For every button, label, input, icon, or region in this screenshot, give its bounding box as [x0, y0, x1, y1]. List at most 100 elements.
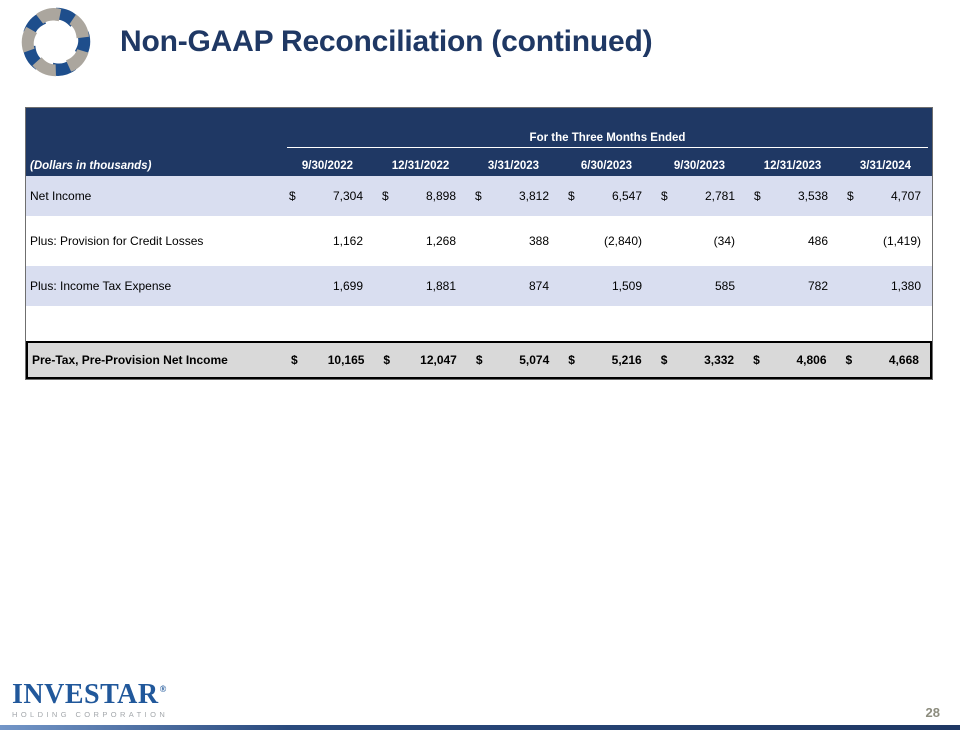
investar-wordmark: INVESTAR® HOLDING CORPORATION	[12, 680, 169, 719]
currency-symbol: $	[753, 353, 760, 367]
row-cells: 1,699 1,881 874 1,509 585 782 1,380	[281, 266, 932, 306]
value-cell: 1,268	[374, 221, 467, 261]
row-cells: 1,162 1,268 388 (2,840) (34) 486 (1,419)	[281, 221, 932, 261]
total-row-gap	[26, 311, 932, 341]
currency-symbol: $	[383, 353, 391, 367]
currency-symbol: $	[847, 189, 854, 203]
row-label: Plus: Income Tax Expense	[30, 279, 172, 293]
cell-value: (1,419)	[882, 234, 921, 248]
cell-value: 4,668	[888, 353, 919, 367]
cell-value: 874	[528, 279, 549, 293]
table-body: Net Income $7,304 $8,898 $3,812 $6,547 $2,781…	[26, 176, 932, 306]
cell-value: 1,881	[425, 279, 456, 293]
column-header: 12/31/2023	[763, 160, 822, 172]
currency-symbol: $	[754, 189, 761, 203]
wordmark-text: INVESTAR®	[12, 680, 168, 709]
column-header: 6/30/2023	[580, 160, 633, 172]
table-header: For the Three Months Ended (Dollars in t…	[26, 108, 932, 176]
currency-symbol: $	[661, 189, 668, 203]
value-cell: $5,074	[468, 343, 560, 377]
value-cell: $5,216	[560, 343, 652, 377]
value-cell: 1,699	[281, 266, 374, 306]
cell-value: 486	[807, 234, 828, 248]
reconciliation-table: For the Three Months Ended (Dollars in t…	[25, 107, 933, 380]
registered-trademark-icon: ®	[159, 684, 167, 695]
currency-symbol: $	[291, 353, 298, 367]
slide-header: Non-GAAP Reconciliation (continued)	[8, 0, 653, 84]
value-cell: 782	[746, 266, 839, 306]
slide-title: Non-GAAP Reconciliation (continued)	[120, 25, 653, 58]
cell-value: 6,547	[611, 189, 642, 203]
wordmark-subtitle: HOLDING CORPORATION	[12, 709, 169, 719]
cell-value: 1,268	[425, 234, 456, 248]
cell-value: 3,332	[704, 353, 735, 367]
cell-value: 4,707	[890, 189, 921, 203]
value-cell: $7,304	[281, 176, 374, 216]
value-cell: (1,419)	[839, 221, 932, 261]
row-cells: $10,165 $12,047 $5,074 $5,216 $3,332 $4,806 $4…	[283, 343, 930, 377]
column-header: 12/31/2022	[391, 160, 450, 172]
cell-value: 3,538	[797, 189, 828, 203]
currency-symbol: $	[475, 189, 482, 203]
value-cell: 1,509	[560, 266, 653, 306]
date-columns: 9/30/2022 12/31/2022 3/31/2023 6/30/2023 9/3…	[281, 160, 932, 172]
value-cell: 1,881	[374, 266, 467, 306]
cell-value: 782	[807, 279, 828, 293]
currency-symbol: $	[289, 189, 296, 203]
period-group-header: For the Three Months Ended	[287, 132, 928, 148]
value-cell: $3,812	[467, 176, 560, 216]
cell-value: 12,047	[420, 353, 457, 367]
cell-value: 1,162	[332, 234, 363, 248]
currency-symbol: $	[568, 353, 575, 367]
value-cell: 585	[653, 266, 746, 306]
value-cell: $4,668	[838, 343, 930, 377]
row-label: Net Income	[30, 189, 92, 203]
value-cell: 874	[467, 266, 560, 306]
page-number: 28	[925, 705, 940, 720]
value-cell: $2,781	[653, 176, 746, 216]
cell-value: 10,165	[327, 353, 365, 367]
table-header-date-row: (Dollars in thousands) 9/30/2022 12/31/20…	[26, 148, 932, 176]
value-cell: $4,707	[839, 176, 932, 216]
value-cell: $8,898	[374, 176, 467, 216]
table-row: Plus: Provision for Credit Losses 1,162 1,…	[26, 221, 932, 261]
cell-value: 2,781	[704, 189, 735, 203]
cell-value: 5,074	[519, 353, 550, 367]
cell-value: (34)	[713, 234, 735, 248]
currency-symbol: $	[660, 353, 668, 367]
cell-value: 5,216	[611, 353, 642, 367]
value-cell: (2,840)	[560, 221, 653, 261]
table-row: Net Income $7,304 $8,898 $3,812 $6,547 $2,781…	[26, 176, 932, 216]
currency-symbol: $	[568, 189, 575, 203]
cell-value: 1,699	[332, 279, 363, 293]
cell-value: 1,380	[890, 279, 921, 293]
total-row: Pre-Tax, Pre-Provision Net Income $10,165…	[26, 341, 932, 379]
cell-value: 7,304	[332, 189, 363, 203]
value-cell: 1,162	[281, 221, 374, 261]
column-header: 9/30/2023	[673, 160, 726, 172]
value-cell: 486	[746, 221, 839, 261]
column-header: 9/30/2022	[301, 160, 354, 172]
cell-value: 1,509	[611, 279, 642, 293]
total-row-label: Pre-Tax, Pre-Provision Net Income	[32, 353, 228, 367]
value-cell: $4,806	[745, 343, 837, 377]
value-cell: (34)	[653, 221, 746, 261]
currency-symbol: $	[845, 353, 853, 367]
cell-value: (2,840)	[603, 234, 642, 248]
value-cell: 388	[467, 221, 560, 261]
table-row: Plus: Income Tax Expense 1,699 1,881 874 1,5…	[26, 266, 932, 306]
currency-symbol: $	[382, 189, 389, 203]
cell-value: 388	[528, 234, 549, 248]
value-cell: 1,380	[839, 266, 932, 306]
column-header: 3/31/2024	[859, 160, 912, 172]
cell-value: 8,898	[425, 189, 456, 203]
currency-symbol: $	[475, 353, 483, 367]
cell-value: 4,806	[796, 353, 827, 367]
value-cell: $6,547	[560, 176, 653, 216]
company-swirl-logo-icon	[8, 0, 104, 84]
bottom-accent-bar	[0, 725, 960, 730]
value-cell: $10,165	[283, 343, 375, 377]
dollars-in-thousands-note: (Dollars in thousands)	[30, 160, 152, 172]
value-cell: $12,047	[375, 343, 467, 377]
